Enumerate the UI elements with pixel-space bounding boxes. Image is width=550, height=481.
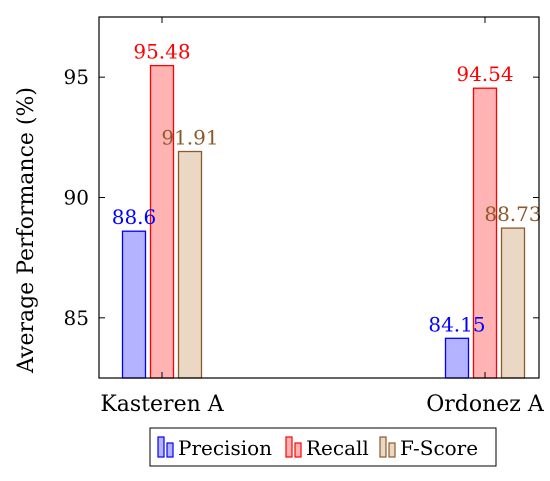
- bar-precision-kasteren-a: [121, 230, 147, 379]
- legend-label-recall: Recall: [306, 436, 369, 460]
- legend-label-precision: Precision: [178, 436, 272, 460]
- legend: Precision Recall F-Score: [149, 427, 497, 467]
- legend-label-f-score: F-Score: [400, 436, 478, 460]
- legend-swatch-recall: [285, 436, 302, 458]
- bar-f-score-kasteren-a: [177, 150, 203, 379]
- legend-box: [149, 427, 497, 467]
- data-label-precision-ordonez-a: 84.15: [428, 312, 485, 336]
- y-tick-label-90: 90: [64, 186, 89, 210]
- bar-f-score-ordonez-a: [500, 227, 526, 379]
- x-tick-label-kasteren-a: Kasteren A: [100, 392, 224, 417]
- legend-swatch-f-score: [379, 436, 396, 458]
- data-label-f-score-kasteren-a: 91.91: [161, 126, 218, 150]
- bars-layer: [121, 64, 526, 379]
- legend-swatch-precision: [157, 436, 174, 458]
- data-label-recall-kasteren-a: 95.48: [133, 40, 190, 64]
- data-labels-layer: 88.6 84.15 95.48 94.54 91.91 88.73: [112, 40, 542, 337]
- y-axis-label: Average Performance (%): [14, 87, 39, 374]
- x-tick-label-ordonez-a: Ordonez A: [426, 392, 545, 417]
- data-label-f-score-ordonez-a: 88.73: [484, 202, 541, 226]
- y-tick-label-85: 85: [64, 306, 89, 330]
- axes-layer: 85 90 95 Kasteren A Ordonez A: [64, 17, 545, 417]
- y-tick-label-95: 95: [64, 65, 89, 89]
- data-label-precision-kasteren-a: 88.6: [112, 205, 157, 229]
- data-label-recall-ordonez-a: 94.54: [456, 62, 513, 86]
- bar-precision-ordonez-a: [444, 337, 470, 379]
